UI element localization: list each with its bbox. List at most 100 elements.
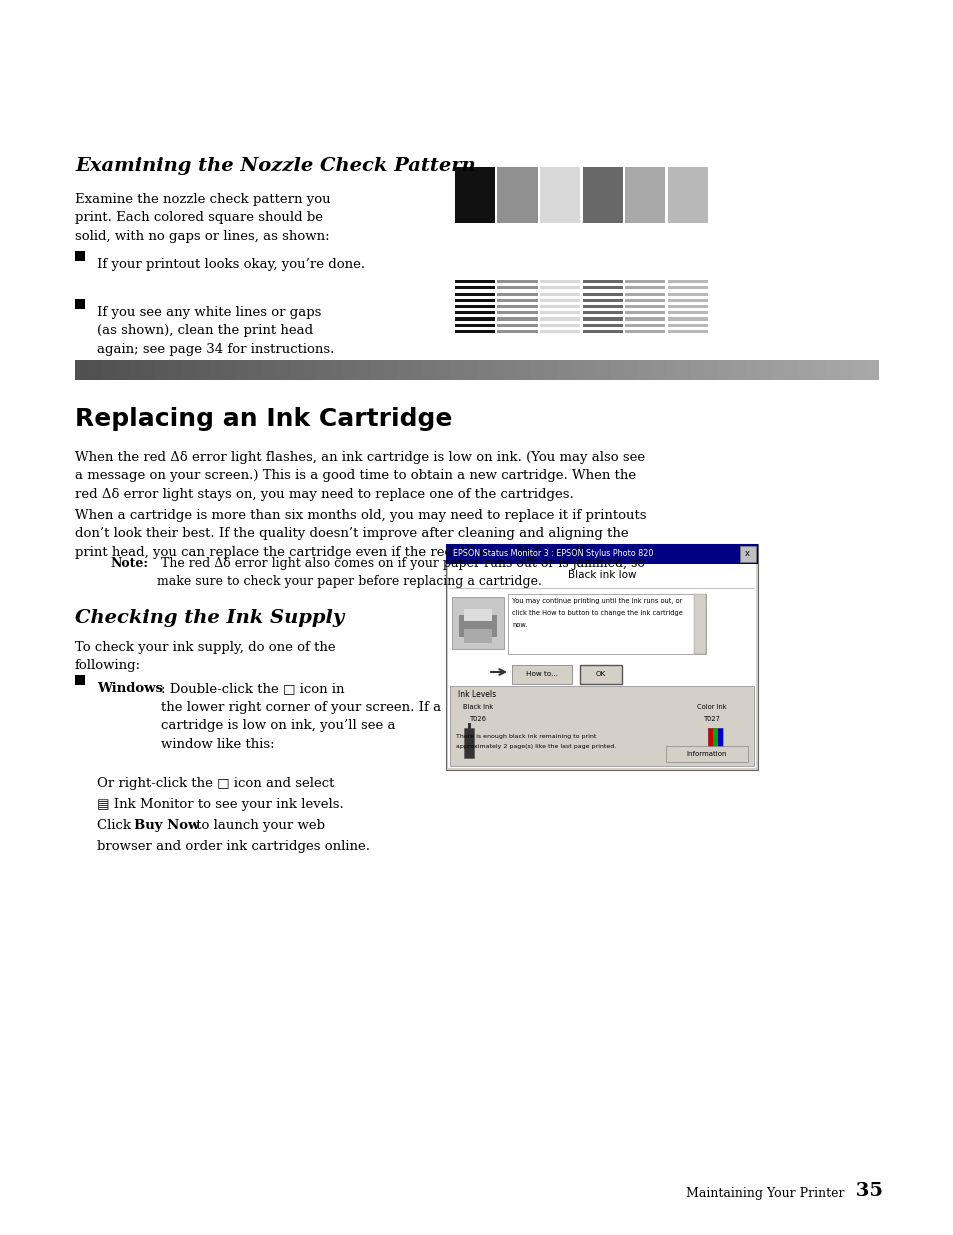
Bar [539,299,579,301]
Bar [678,359,691,380]
Bar [102,359,115,380]
Bar [455,280,495,283]
Text: : Double-click the □ icon in
the lower right corner of your screen. If a
cartrid: : Double-click the □ icon in the lower r… [161,682,440,751]
Bar [624,330,664,333]
Text: Note:: Note: [110,557,148,571]
Bar [75,299,85,309]
Bar [543,359,557,380]
Bar [497,299,537,301]
Text: Replacing an Ink Cartridge: Replacing an Ink Cartridge [75,408,452,431]
Bar [446,543,758,564]
Bar [651,359,664,380]
Bar [539,167,579,224]
Bar [744,359,758,380]
Bar [448,564,755,768]
Bar [463,359,476,380]
Bar [582,330,622,333]
Bar [539,305,579,308]
Bar [624,299,664,301]
Bar [463,609,492,621]
Bar [249,359,262,380]
Bar [539,293,579,295]
Bar [798,359,811,380]
Text: Checking the Ink Supply: Checking the Ink Supply [75,609,344,627]
Bar [517,359,530,380]
Bar [739,546,755,562]
Bar [503,359,517,380]
Bar [582,287,622,289]
Bar [450,359,463,380]
Bar [667,330,707,333]
Text: You may continue printing until the ink runs out, or: You may continue printing until the ink … [512,598,681,604]
Bar [718,727,722,758]
Bar [497,167,537,224]
Bar [582,317,622,321]
Bar [235,359,249,380]
Text: If you see any white lines or gaps
(as shown), clean the print head
again; see p: If you see any white lines or gaps (as s… [97,306,334,356]
Bar [450,685,753,766]
Text: T027: T027 [702,716,720,722]
Text: browser and order ink cartridges online.: browser and order ink cartridges online. [97,840,370,853]
Text: If your printout looks okay, you’re done.: If your printout looks okay, you’re done… [97,258,365,270]
Text: EPSON Status Monitor 3 : EPSON Stylus Photo 820: EPSON Status Monitor 3 : EPSON Stylus Ph… [453,550,653,558]
Bar [667,311,707,315]
Text: Black Ink: Black Ink [462,704,493,710]
Bar [289,359,302,380]
Bar [383,359,396,380]
Bar [539,287,579,289]
Text: approximately 2 page(s) like the last page printed.: approximately 2 page(s) like the last pa… [456,743,616,748]
Bar [624,311,664,315]
Bar [731,359,744,380]
Bar [664,359,678,380]
Bar [718,359,731,380]
Bar [582,277,622,333]
Bar [169,359,182,380]
Text: T026: T026 [469,716,486,722]
Text: To check your ink supply, do one of the
following:: To check your ink supply, do one of the … [75,641,335,673]
Bar [624,305,664,308]
Bar [570,359,583,380]
Bar [396,359,410,380]
Bar [455,287,495,289]
Bar [624,317,664,321]
Bar [582,299,622,301]
Bar [539,280,579,283]
Text: OK: OK [596,672,605,678]
Text: Ink Levels: Ink Levels [457,690,496,699]
Bar [497,280,537,283]
Bar [667,317,707,321]
Bar [582,293,622,295]
Bar [539,277,579,333]
Bar [343,359,356,380]
Bar [463,727,474,758]
Bar [476,359,490,380]
Bar [275,359,289,380]
Bar [497,324,537,327]
Bar [497,311,537,315]
Bar [497,317,537,321]
Bar [693,594,705,655]
Text: Information: Information [686,751,726,757]
Bar [129,359,142,380]
Bar [624,287,664,289]
Bar [468,722,471,731]
Bar [583,359,597,380]
Bar [497,305,537,308]
Bar [582,305,622,308]
Bar [582,280,622,283]
Bar [115,359,129,380]
Bar [582,167,622,224]
Bar [329,359,343,380]
Bar [582,324,622,327]
Bar [667,324,707,327]
Bar [624,277,664,333]
Text: Color Ink: Color Ink [697,704,726,710]
Bar [209,359,222,380]
Bar [667,293,707,295]
Bar [638,359,651,380]
Bar [665,746,747,762]
Bar [667,305,707,308]
Bar [624,293,664,295]
Bar [497,293,537,295]
Bar [624,280,664,283]
